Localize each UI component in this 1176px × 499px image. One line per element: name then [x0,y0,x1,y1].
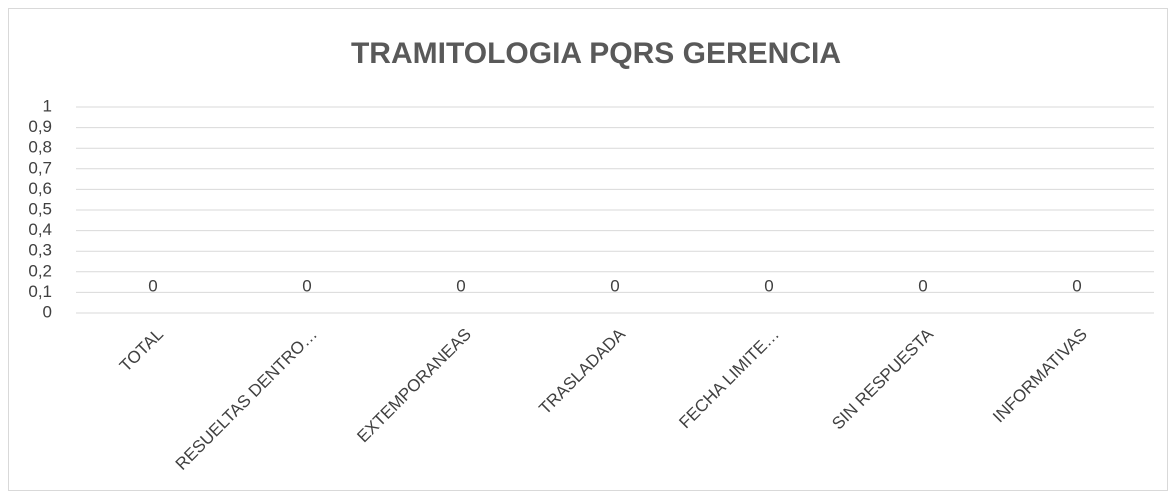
y-tick-label: 0,1 [28,282,52,301]
y-tick-label: 0,7 [28,158,52,177]
chart-title: TRAMITOLOGIA PQRS GERENCIA [351,37,841,70]
y-tick-label: 0,6 [28,179,52,198]
data-label: 0 [302,276,311,295]
data-label: 0 [148,276,157,295]
y-tick-label: 0,4 [28,220,52,239]
y-tick-label: 0,5 [28,199,52,218]
y-tick-label: 0,9 [28,117,52,136]
y-tick-label: 0,2 [28,261,52,280]
data-label: 0 [1072,276,1081,295]
data-label: 0 [610,276,619,295]
y-tick-label: 0,3 [28,241,52,260]
y-tick-label: 0,8 [28,138,52,157]
y-tick-label: 0 [43,302,52,321]
data-label: 0 [456,276,465,295]
y-tick-label: 1 [43,96,52,115]
chart-frame [8,8,1168,491]
data-label: 0 [918,276,927,295]
data-label: 0 [764,276,773,295]
